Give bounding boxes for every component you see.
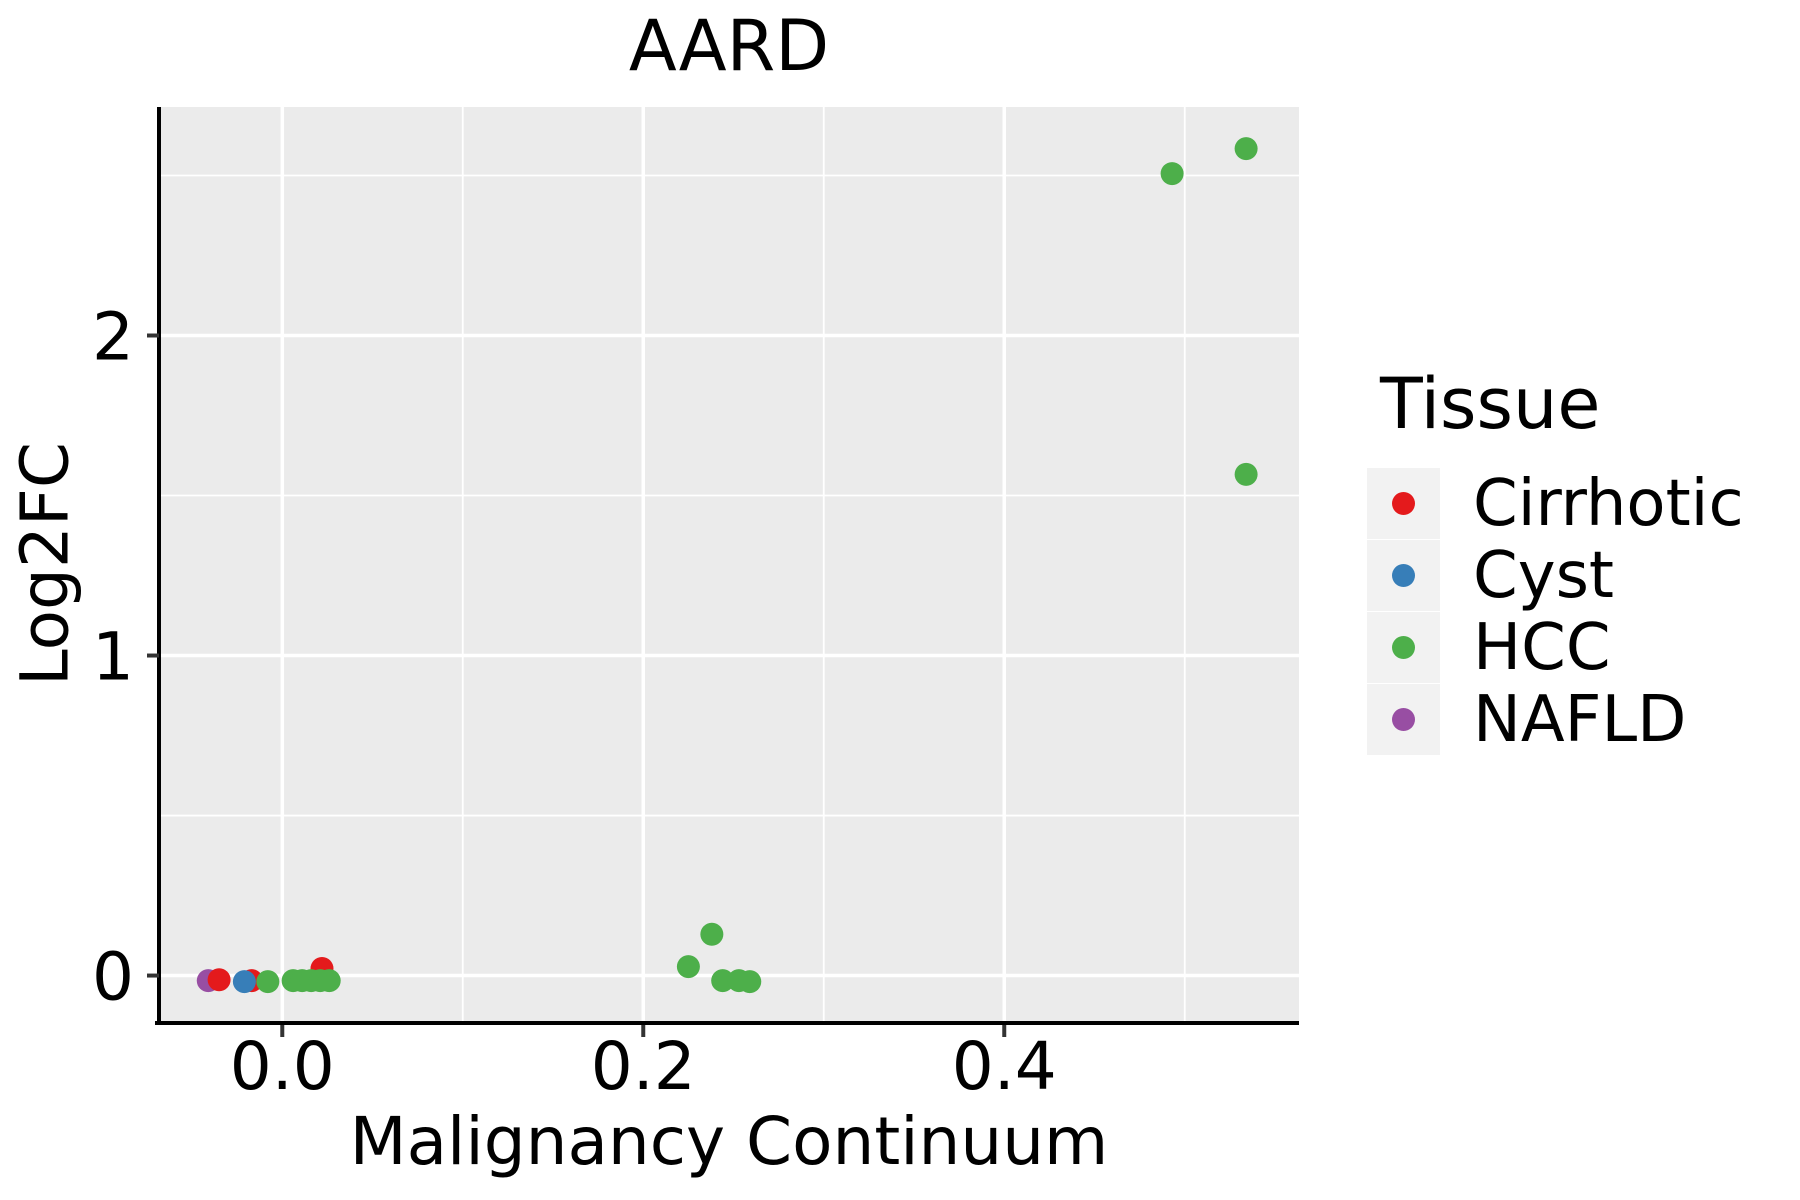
data-point-hcc (676, 955, 700, 979)
y-axis-title: Log2FC (6, 442, 84, 686)
legend: Cirrhotic Cyst HCC NAFLD (1367, 468, 1744, 756)
legend-item-hcc: HCC (1367, 612, 1744, 684)
data-point-hcc (256, 970, 280, 994)
data-point-hcc (317, 969, 341, 993)
x-tick-label: 0.2 (591, 1028, 696, 1105)
legend-key (1367, 612, 1440, 683)
legend-label: Cirrhotic (1473, 467, 1744, 541)
data-point-hcc (1160, 162, 1184, 186)
x-axis-title: Malignancy Continuum (349, 1103, 1109, 1180)
data-point-hcc (711, 969, 735, 993)
legend-label: NAFLD (1473, 683, 1687, 757)
legend-dot-icon (1392, 708, 1415, 731)
legend-item-nafld: NAFLD (1367, 684, 1744, 756)
legend-item-cirrhotic: Cirrhotic (1367, 468, 1744, 540)
legend-dot-icon (1392, 564, 1415, 587)
plot-panel (159, 107, 1299, 1021)
legend-key (1367, 684, 1440, 755)
x-tick-label: 0.4 (952, 1028, 1057, 1105)
data-point-hcc (1234, 462, 1258, 486)
legend-dot-icon (1392, 492, 1415, 515)
x-tick-label: 0.0 (230, 1028, 335, 1105)
legend-key (1367, 540, 1440, 611)
legend-label: Cyst (1473, 539, 1614, 613)
y-tick-label: 2 (92, 299, 134, 376)
y-tick-label: 0 (92, 939, 134, 1016)
legend-dot-icon (1392, 636, 1415, 659)
legend-key (1367, 468, 1440, 539)
data-point-hcc (700, 922, 724, 946)
data-point-hcc (738, 970, 762, 994)
data-point-cyst (232, 970, 256, 994)
legend-title: Tissue (1380, 363, 1601, 445)
legend-item-cyst: Cyst (1367, 540, 1744, 612)
y-tick-label: 1 (92, 619, 134, 696)
legend-label: HCC (1473, 611, 1611, 685)
plot-title: AARD (628, 5, 830, 87)
data-point-hcc (1234, 137, 1258, 161)
data-point-cirrhotic (207, 968, 231, 992)
